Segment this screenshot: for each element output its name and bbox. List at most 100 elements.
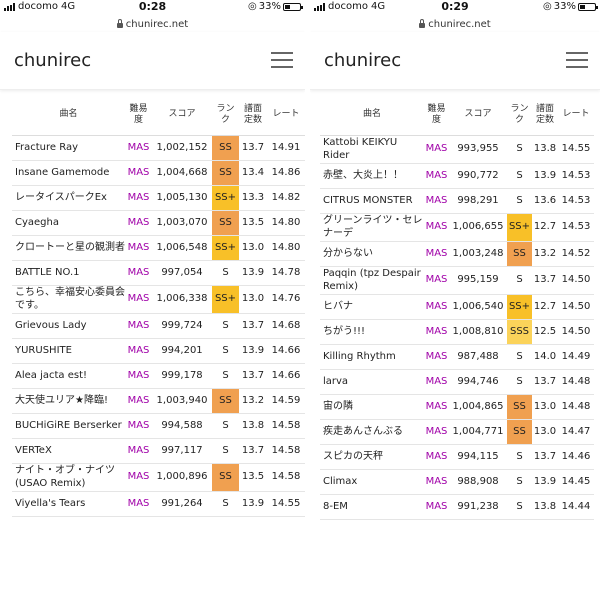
song-title[interactable]: 赤壁、大炎上！！ [320,163,424,189]
chart-constant: 13.8 [239,413,267,439]
table-row[interactable]: BATTLE NO.1 MAS 997,054 S 13.9 14.78 [12,260,305,286]
hamburger-icon[interactable] [566,52,588,68]
table-row[interactable]: Kattobi KEIKYU Rider MAS 993,955 S 13.8 14.55 [320,135,594,164]
table-row[interactable]: YURUSHITE MAS 994,201 S 13.9 14.66 [12,338,305,364]
table-row[interactable]: Viyella's Tears MAS 991,264 S 13.9 14.55 [12,491,305,517]
rating: 14.80 [267,235,305,261]
song-title[interactable]: 宙の隣 [320,394,424,420]
chart-constant: 13.4 [239,160,267,186]
song-title[interactable]: CITRUS MONSTER [320,188,424,214]
difficulty: MAS [424,369,449,395]
left-screenshot: docomo 4G 0:28 ◎ 33% chunirec.net chunir… [0,0,305,517]
table-row[interactable]: グリーンライツ・セレナーデ MAS 1,006,655 SS+ 12.7 14.53 [320,213,594,242]
table-row[interactable]: Fracture Ray MAS 1,002,152 SS 13.7 14.91 [12,135,305,161]
difficulty: MAS [424,135,449,164]
table-row[interactable]: VERTeX MAS 997,117 S 13.7 14.58 [12,438,305,464]
table-row[interactable]: クロートーと星の観測者 MAS 1,006,548 SS+ 13.0 14.80 [12,235,305,261]
song-title[interactable]: Fracture Ray [12,135,125,161]
song-title[interactable]: BATTLE NO.1 [12,260,125,286]
app-header: chunirec [310,32,600,90]
brand-logo[interactable]: chunirec [324,50,402,71]
header-title[interactable]: 曲名 [320,95,424,136]
song-title[interactable]: こちら、幸福安心委員会です。 [12,285,125,314]
song-title[interactable]: VERTeX [12,438,125,464]
table-row[interactable]: Insane Gamemode MAS 1,004,668 SS 13.4 14.86 [12,160,305,186]
header-title[interactable]: 曲名 [12,95,125,136]
song-title[interactable]: Insane Gamemode [12,160,125,186]
table-row[interactable]: Alea jacta est! MAS 999,178 S 13.7 14.66 [12,363,305,389]
table-row[interactable]: ナイト・オブ・ナイツ (USAO Remix) MAS 1,000,896 SS 13.… [12,463,305,492]
table-row[interactable]: Climax MAS 988,908 S 13.9 14.45 [320,469,594,495]
header-rate[interactable]: レート [267,95,305,136]
table-row[interactable]: BUCHiGiRE Berserker MAS 994,588 S 13.8 14.58 [12,413,305,439]
rank-badge: S [507,266,532,295]
table-row[interactable]: Paqqin (tpz Despair Remix) MAS 995,159 S 13.… [320,266,594,295]
chart-constant: 13.2 [532,241,558,267]
song-title[interactable]: ヒバナ [320,294,424,320]
header-const[interactable]: 譜面 定数 [532,95,558,136]
table-row[interactable]: 分からない MAS 1,003,248 SS 13.2 14.52 [320,241,594,267]
table-row[interactable]: CITRUS MONSTER MAS 998,291 S 13.6 14.53 [320,188,594,214]
table-row[interactable]: 宙の隣 MAS 1,004,865 SS 13.0 14.48 [320,394,594,420]
song-title[interactable]: クロートーと星の観測者 [12,235,125,261]
table-row[interactable]: スピカの天秤 MAS 994,115 S 13.7 14.46 [320,444,594,470]
brand-logo[interactable]: chunirec [14,50,92,71]
header-diff[interactable]: 難易度 [125,95,152,136]
difficulty: MAS [125,363,152,389]
table-row[interactable]: こちら、幸福安心委員会です。 MAS 1,006,338 SS+ 13.0 14.76 [12,285,305,314]
song-title[interactable]: Killing Rhythm [320,344,424,370]
header-score[interactable]: スコア [152,95,212,136]
difficulty: MAS [424,213,449,242]
score: 991,264 [152,491,212,517]
url-text: chunirec.net [428,18,491,30]
table-row[interactable]: 大天使ユリア★降臨! MAS 1,003,940 SS 13.2 14.59 [12,388,305,414]
table-row[interactable]: 赤壁、大炎上！！ MAS 990,772 S 13.9 14.53 [320,163,594,189]
song-title[interactable]: Grievous Lady [12,313,125,339]
hamburger-icon[interactable] [271,52,293,68]
song-title[interactable]: レータイスパークEx [12,185,125,211]
difficulty: MAS [125,260,152,286]
header-rate[interactable]: レート [558,95,594,136]
song-title[interactable]: スピカの天秤 [320,444,424,470]
rank-badge: S [507,444,532,470]
song-title[interactable]: BUCHiGiRE Berserker [12,413,125,439]
table-row[interactable]: ちがう!!! MAS 1,008,810 SSS 12.5 14.50 [320,319,594,345]
song-title[interactable]: Cyaegha [12,210,125,236]
table-row[interactable]: Killing Rhythm MAS 987,488 S 14.0 14.49 [320,344,594,370]
song-title[interactable]: ナイト・オブ・ナイツ (USAO Remix) [12,463,125,492]
song-title[interactable]: 8-EM [320,494,424,520]
header-score[interactable]: スコア [449,95,507,136]
song-title[interactable]: larva [320,369,424,395]
table-row[interactable]: 8-EM MAS 991,238 S 13.8 14.44 [320,494,594,520]
song-title[interactable]: Alea jacta est! [12,363,125,389]
table-row[interactable]: larva MAS 994,746 S 13.7 14.48 [320,369,594,395]
header-rank[interactable]: ランク [212,95,239,136]
url-bar[interactable]: chunirec.net [310,16,600,32]
chart-constant: 13.2 [239,388,267,414]
song-title[interactable]: 分からない [320,241,424,267]
score: 1,006,540 [449,294,507,320]
rank-badge: S [212,260,239,286]
table-row[interactable]: Cyaegha MAS 1,003,070 SS 13.5 14.80 [12,210,305,236]
table-row[interactable]: ヒバナ MAS 1,006,540 SS+ 12.7 14.50 [320,294,594,320]
song-title[interactable]: 大天使ユリア★降臨! [12,388,125,414]
table-row[interactable]: レータイスパークEx MAS 1,005,130 SS+ 13.3 14.82 [12,185,305,211]
table-row[interactable]: Grievous Lady MAS 999,724 S 13.7 14.68 [12,313,305,339]
song-title[interactable]: ちがう!!! [320,319,424,345]
song-title[interactable]: YURUSHITE [12,338,125,364]
rating: 14.49 [558,344,594,370]
difficulty: MAS [125,313,152,339]
url-bar[interactable]: chunirec.net [0,16,305,32]
song-title[interactable]: Kattobi KEIKYU Rider [320,135,424,164]
song-title[interactable]: Viyella's Tears [12,491,125,517]
score: 997,117 [152,438,212,464]
table-body: Kattobi KEIKYU Rider MAS 993,955 S 13.8 14.55… [320,135,594,520]
table-row[interactable]: 疾走あんさんぶる MAS 1,004,771 SS 13.0 14.47 [320,419,594,445]
song-title[interactable]: 疾走あんさんぶる [320,419,424,445]
header-rank[interactable]: ランク [507,95,532,136]
song-title[interactable]: Paqqin (tpz Despair Remix) [320,266,424,295]
header-const[interactable]: 譜面 定数 [239,95,267,136]
song-title[interactable]: グリーンライツ・セレナーデ [320,213,424,242]
header-diff[interactable]: 難易度 [424,95,449,136]
song-title[interactable]: Climax [320,469,424,495]
